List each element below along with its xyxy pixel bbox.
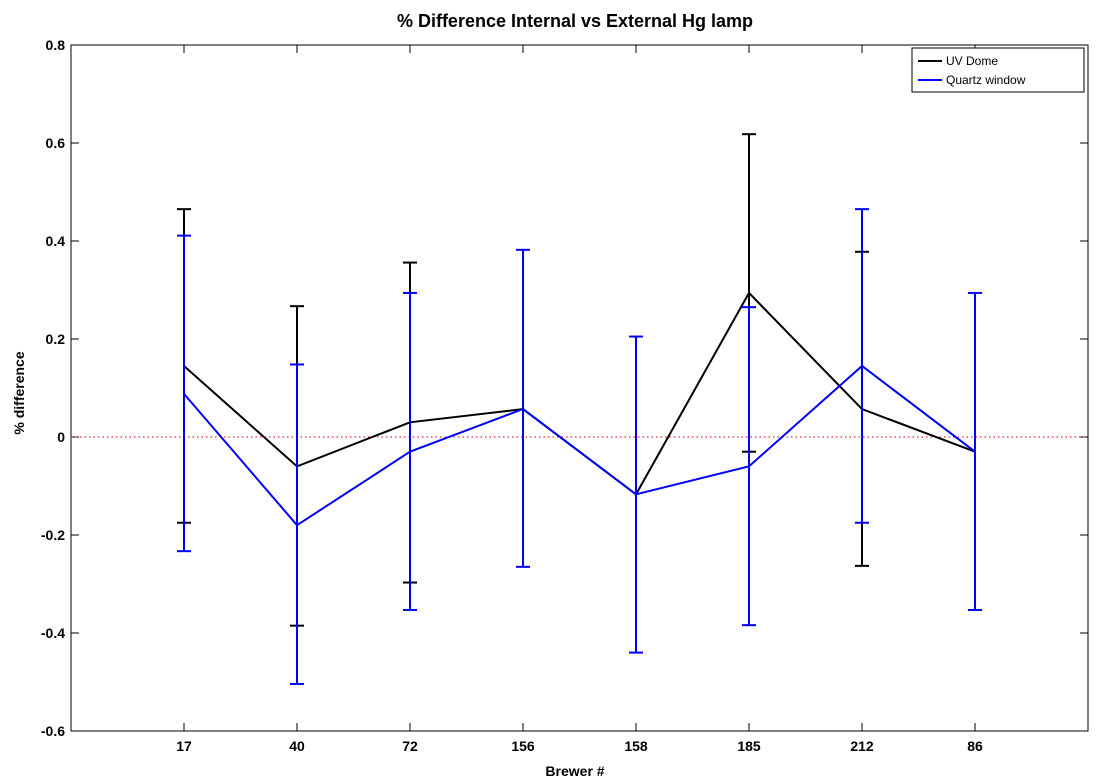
legend-box xyxy=(911,47,1085,93)
chart-title: % Difference Internal vs External Hg lam… xyxy=(397,11,753,31)
series-quartz-window xyxy=(177,208,982,685)
plot-frame xyxy=(70,44,1089,732)
y-tick-label: 0.4 xyxy=(46,233,66,249)
y-tick-label: -0.2 xyxy=(41,527,65,543)
x-tick-label: 185 xyxy=(737,738,761,754)
y-tick-label: 0 xyxy=(57,429,65,445)
y-axis-label: % difference xyxy=(11,351,27,434)
x-tick-label: 40 xyxy=(289,738,305,754)
legend-label: UV Dome xyxy=(946,54,998,68)
x-tick-label: 86 xyxy=(967,738,983,754)
x-tick-label: 158 xyxy=(624,738,648,754)
legend-label: Quartz window xyxy=(946,73,1026,87)
x-tick-label: 156 xyxy=(511,738,535,754)
series-line xyxy=(183,364,976,527)
x-tick-label: 212 xyxy=(850,738,874,754)
y-tick-label: -0.6 xyxy=(41,723,65,739)
legend: UV Dome Quartz window xyxy=(911,47,1085,93)
x-axis-label: Brewer # xyxy=(545,763,604,779)
y-tick-label: 0.2 xyxy=(46,331,66,347)
y-tick-label: 0.8 xyxy=(46,37,66,53)
plot-area: -0.6 -0.4 -0.2 0 0.2 0.4 0.6 0.8 17 40 72 156 158 185… xyxy=(41,37,1089,754)
y-tick-label: -0.4 xyxy=(41,625,65,641)
x-tick-label: 72 xyxy=(402,738,418,754)
x-tick-label: 17 xyxy=(176,738,192,754)
y-tick-label: 0.6 xyxy=(46,135,66,151)
